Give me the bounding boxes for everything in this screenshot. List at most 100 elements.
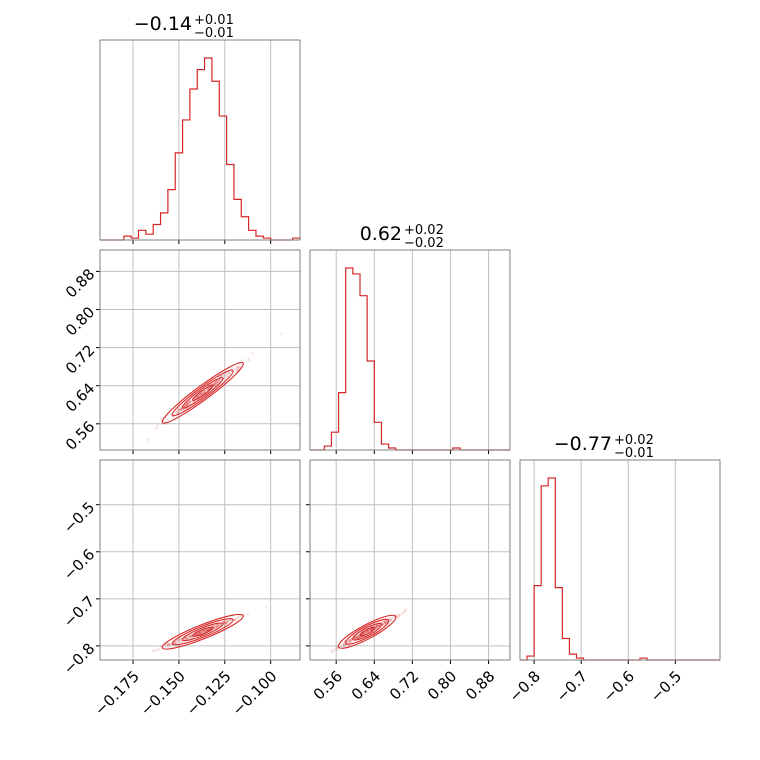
sample-point (215, 624, 219, 628)
y-tick-label: 0.56 (62, 417, 98, 453)
histogram-2 (310, 267, 510, 451)
sample-point (155, 648, 158, 652)
sample-point (215, 380, 218, 384)
sample-point (188, 401, 192, 405)
title-minus: −0.01 (194, 26, 234, 41)
sample-point (183, 404, 187, 407)
sample-point (223, 622, 226, 625)
sample-point (373, 624, 377, 628)
sample-point (380, 620, 384, 624)
sample-point (224, 373, 227, 376)
sample-point (195, 396, 198, 399)
sample-point (189, 634, 192, 638)
sample-point (367, 629, 370, 632)
sample-point (218, 624, 222, 627)
sample-point (223, 622, 227, 625)
sample-point (225, 619, 228, 623)
sample-point (174, 642, 178, 645)
panel-frame (519, 459, 721, 661)
sample-point (176, 410, 179, 413)
sample-point (183, 404, 187, 407)
sample-point (165, 643, 169, 647)
y-tick-label: −0.5 (60, 498, 98, 536)
sample-point (366, 630, 370, 633)
sample-point (335, 649, 338, 652)
sample-point (207, 387, 210, 391)
sample-point (184, 637, 188, 641)
sample-point (369, 628, 373, 632)
title-plus: +0.02 (614, 433, 654, 448)
sample-point (213, 381, 217, 385)
sample-point (217, 379, 220, 383)
sample-point (342, 642, 346, 646)
sample-point (215, 382, 219, 385)
scatter-panel-2-3 (330, 608, 408, 654)
sample-point (179, 637, 183, 641)
sample-point (251, 352, 254, 355)
sample-point (196, 394, 200, 398)
sample-point (233, 618, 237, 622)
sample-point (217, 380, 221, 384)
y-tick-label: 0.88 (62, 265, 98, 301)
title-minus: −0.02 (404, 236, 444, 251)
sample-point (222, 620, 226, 623)
sample-point (206, 629, 210, 632)
sample-point (366, 629, 369, 633)
sample-point (366, 629, 369, 633)
contour-level (192, 626, 214, 637)
x-tick-label: −0.5 (647, 667, 685, 705)
sample-point (201, 630, 205, 633)
sample-point (376, 624, 380, 628)
sample-point (246, 613, 250, 617)
sample-point (200, 392, 204, 396)
sample-point (383, 621, 387, 625)
sample-point (215, 380, 218, 384)
sample-point (200, 392, 203, 395)
sample-point (146, 438, 150, 442)
sample-point (189, 634, 193, 638)
sample-point (280, 332, 283, 336)
panel-title-1: −0.14 +0.01−0.01 (134, 13, 234, 41)
sample-point (356, 636, 359, 639)
panel-frame (99, 39, 301, 241)
sample-point (235, 365, 239, 369)
sample-point (177, 408, 181, 412)
sample-point (186, 403, 190, 407)
sample-point (195, 395, 198, 399)
sample-point (348, 639, 352, 642)
sample-point (166, 643, 170, 647)
sample-point (233, 618, 236, 621)
sample-point (374, 626, 378, 630)
sample-point (342, 645, 346, 648)
sample-point (342, 642, 345, 645)
contour-level (161, 613, 244, 650)
x-tick-label: −0.8 (506, 667, 544, 705)
sample-point (374, 626, 378, 630)
sample-point (403, 609, 407, 613)
sample-point (349, 637, 353, 641)
sample-point (195, 395, 199, 399)
sample-point (194, 632, 198, 636)
sample-point (335, 645, 339, 649)
sample-point (156, 424, 159, 428)
sample-point (226, 375, 229, 379)
sample-point (383, 621, 387, 624)
sample-point (370, 627, 374, 631)
sample-point (201, 630, 205, 633)
sample-point (197, 631, 201, 635)
sample-point (330, 649, 334, 653)
sample-point (218, 623, 221, 627)
sample-point (166, 643, 170, 646)
sample-point (376, 625, 379, 628)
sample-point (376, 624, 379, 628)
sample-point (177, 638, 180, 642)
sample-point (227, 371, 231, 374)
title-median: −0.77 (554, 433, 612, 455)
sample-point (341, 643, 345, 647)
sample-point (354, 636, 357, 639)
y-tick-label: −0.6 (60, 545, 98, 583)
sample-point (184, 403, 188, 406)
sample-point (227, 372, 231, 376)
panel-title-3: −0.77 +0.02−0.01 (554, 433, 654, 461)
